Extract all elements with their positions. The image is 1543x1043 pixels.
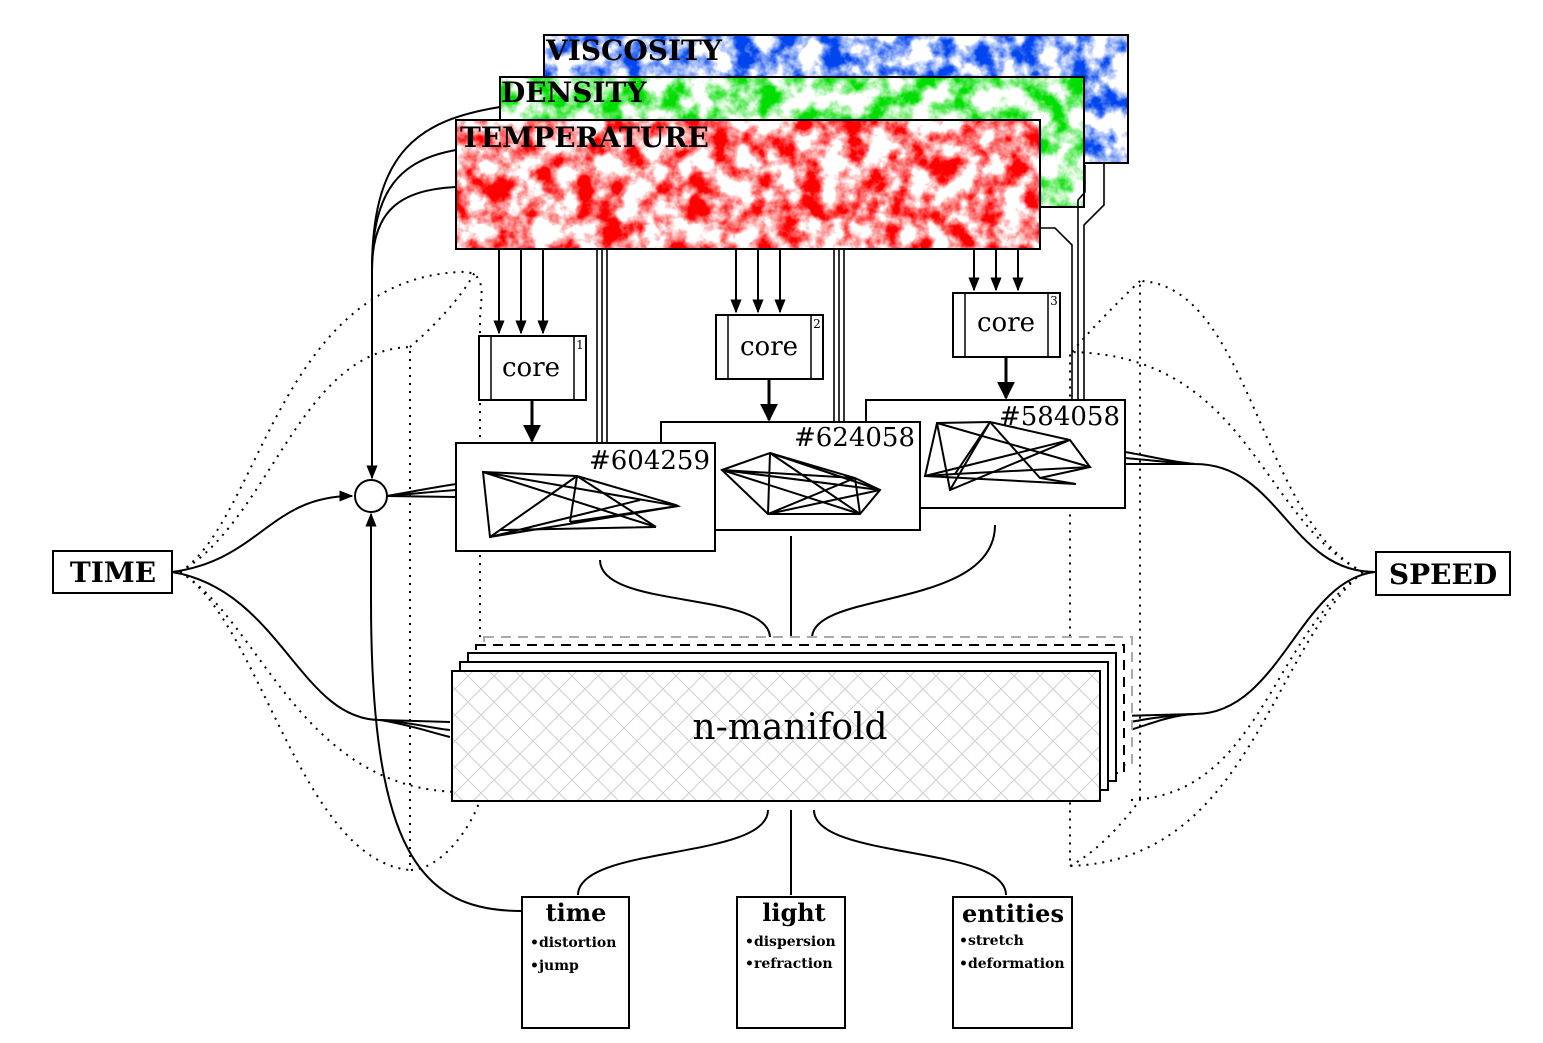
density-label: DENSITY	[501, 76, 647, 109]
effect-item-light-1: •dispersion	[745, 934, 836, 950]
temperature-layer: TEMPERATURE	[455, 119, 1041, 250]
effect-title-entities: entities	[962, 899, 1064, 928]
manifold-to-effects-links	[365, 512, 1007, 912]
graph-to-manifold-links	[599, 524, 996, 639]
effect-box-time: time •distortion •jump	[521, 896, 630, 1029]
speed-node: SPEED	[1375, 551, 1511, 596]
effect-item-time-1: •distortion	[530, 935, 616, 951]
effect-box-entities: entities •stretch •deformation	[952, 896, 1073, 1029]
core-index-1: 1	[576, 338, 584, 352]
effect-box-light: light •dispersion •refraction	[736, 896, 846, 1029]
graph-label-2: #624058	[794, 423, 915, 453]
manifold-label: n-manifold	[692, 707, 887, 748]
effect-item-time-2: •jump	[530, 958, 579, 974]
sum-to-graph-links	[386, 483, 457, 498]
time-node: TIME	[52, 550, 173, 594]
core-index-2: 2	[813, 317, 821, 331]
core-label-3: core	[977, 308, 1035, 338]
time-node-label: TIME	[70, 556, 156, 589]
effect-item-entities-2: •deformation	[959, 956, 1065, 972]
core-input-arrows	[493, 250, 1024, 335]
speed-links	[1099, 451, 1376, 739]
core-box-2: core 2	[715, 314, 824, 380]
graph-label-1: #604259	[589, 446, 710, 476]
temperature-label: TEMPERATURE	[460, 121, 709, 154]
time-links	[171, 490, 451, 738]
dotted-shell-left	[179, 270, 483, 872]
bus-lines	[596, 162, 1105, 444]
graph-network-1	[481, 470, 682, 539]
graph-network-3	[923, 420, 1092, 492]
effect-title-light: light	[762, 898, 826, 927]
graph-box-1: #604259	[455, 442, 716, 552]
effect-item-light-2: •refraction	[745, 956, 833, 972]
layer-to-sum-links	[366, 106, 501, 480]
manifold-stack: n-manifold	[451, 636, 1133, 802]
viscosity-label: VISCOSITY	[545, 34, 723, 67]
effect-title-time: time	[546, 898, 607, 927]
core-label-2: core	[740, 332, 798, 362]
core-index-3: 3	[1050, 294, 1058, 308]
core-box-1: core 1	[478, 335, 587, 401]
summation-node	[354, 479, 388, 513]
speed-node-label: SPEED	[1389, 558, 1497, 591]
graph-network-2	[720, 451, 882, 515]
core-label-1: core	[502, 353, 560, 383]
core-box-3: core 3	[952, 292, 1061, 358]
graph-label-3: #584058	[999, 402, 1120, 432]
effect-item-entities-1: •stretch	[959, 933, 1024, 949]
core-output-arrows	[523, 358, 1015, 443]
